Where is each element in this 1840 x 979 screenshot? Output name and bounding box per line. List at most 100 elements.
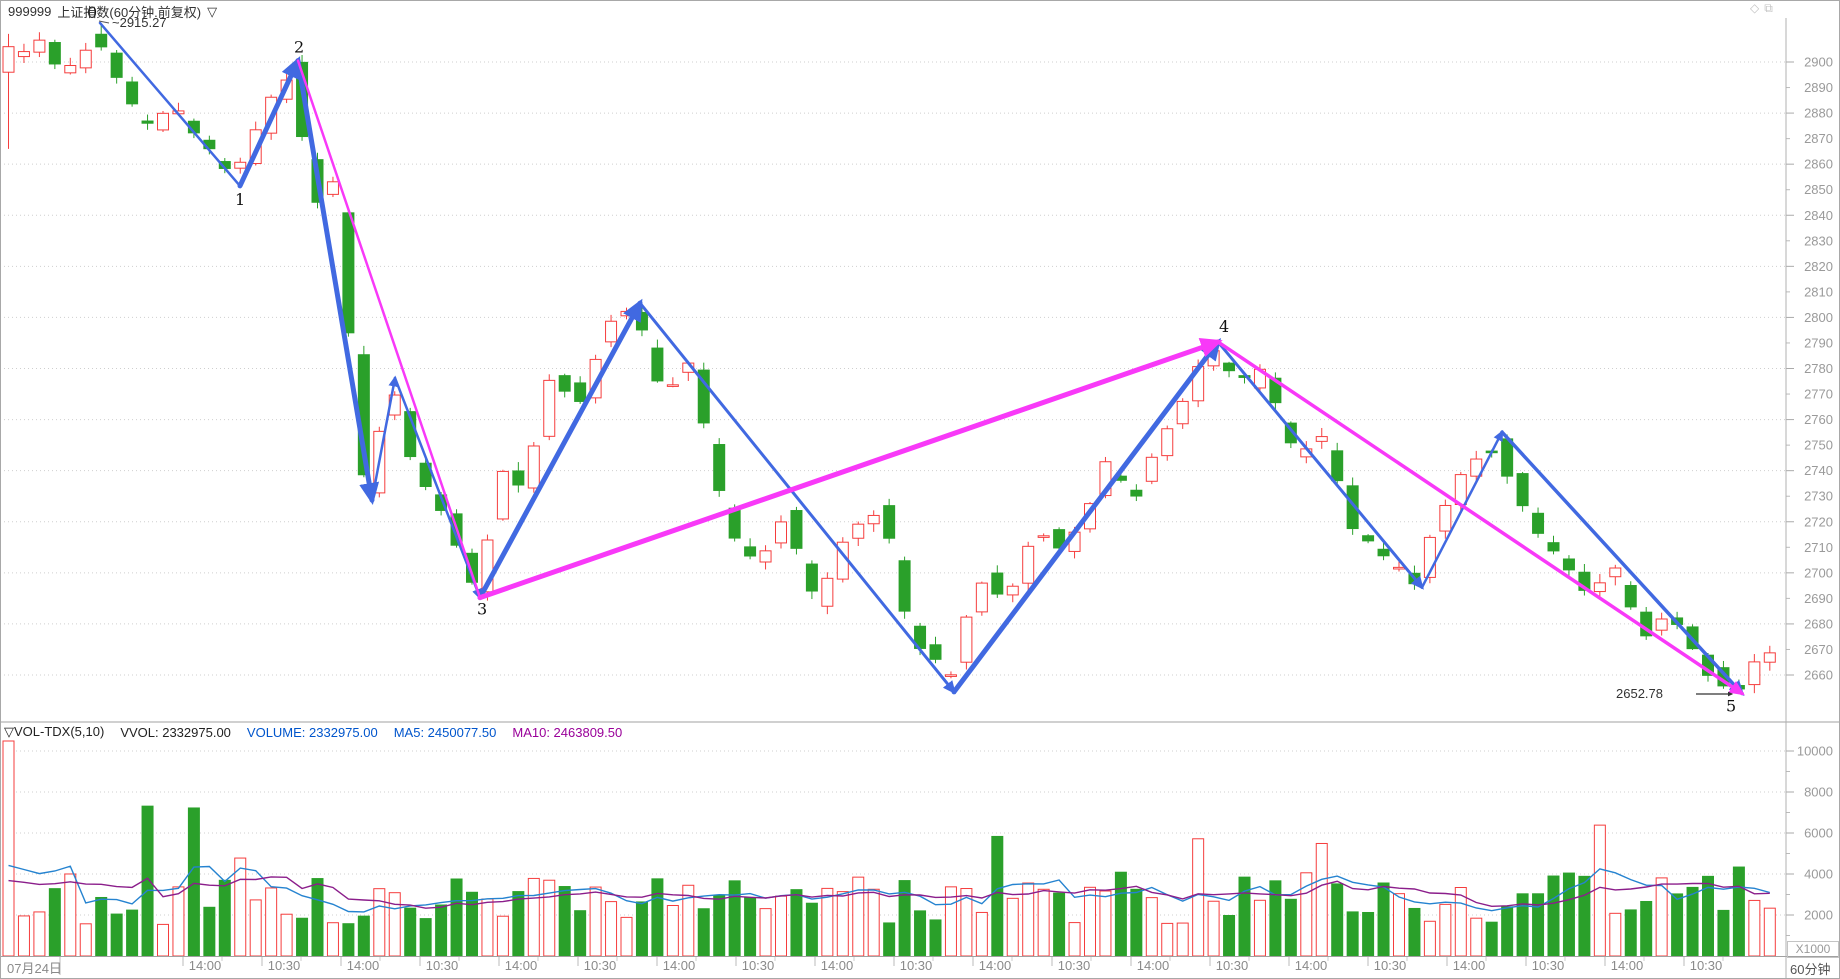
corner-icons: ◇ ⧉ [1750, 0, 1773, 16]
svg-text:2720: 2720 [1804, 514, 1833, 529]
svg-text:2750: 2750 [1804, 438, 1833, 453]
wave-label: 3 [477, 600, 487, 619]
wave-segment [1216, 340, 1745, 696]
symbol-name: 上证指数(60分钟.前复权) [57, 5, 202, 20]
svg-text:2820: 2820 [1804, 259, 1833, 274]
time-label: 10:30 [1373, 958, 1407, 973]
volume-bars [2, 740, 1776, 957]
wave-label: 1 [235, 190, 245, 209]
wave-labels: 0 1 2 3 4 5 [87, 3, 1736, 715]
time-label: 10:30 [1215, 958, 1249, 973]
title-bar: 999999 上证指数(60分钟.前复权) ▽ [8, 2, 217, 21]
time-label: 10:30 [267, 958, 301, 973]
svg-text:2850: 2850 [1804, 182, 1833, 197]
wave-label: 2 [294, 38, 304, 57]
period-label[interactable]: 60分钟 [1790, 962, 1831, 977]
time-label: 10:30 [1057, 958, 1091, 973]
time-axis-ticks [59, 957, 1724, 975]
svg-text:6000: 6000 [1804, 826, 1833, 841]
svg-text:8000: 8000 [1804, 785, 1833, 800]
wave-label: 4 [1219, 317, 1229, 336]
volume-ma-lines [8, 864, 1770, 913]
symbol-code: 999999 [8, 4, 52, 19]
svg-text:2830: 2830 [1804, 233, 1833, 248]
svg-text:2900: 2900 [1804, 55, 1833, 70]
svg-text:2680: 2680 [1804, 616, 1833, 631]
wave-lines [98, 21, 1745, 697]
diamond-icon[interactable]: ◇ [1750, 1, 1760, 15]
wave-segment [1420, 429, 1504, 589]
svg-text:2860: 2860 [1804, 157, 1833, 172]
time-label: 14:00 [188, 958, 222, 973]
time-axis: 07月24日 14:00 10:30 14:00 10:30 14:00 10:30 14:0… [0, 958, 1786, 978]
time-label: 14:00 [346, 958, 380, 973]
date-label: 07月24日 [7, 961, 62, 976]
time-label: 10:30 [1689, 958, 1723, 973]
wave-segment [951, 337, 1222, 695]
volume-indicator-toggle[interactable]: ▽VOL-TDX(5,10) [4, 724, 105, 739]
time-label: 14:00 [662, 958, 696, 973]
svg-text:2730: 2730 [1804, 489, 1833, 504]
time-label: 14:00 [1136, 958, 1170, 973]
low-price-annotation: 2652.78 [1616, 686, 1663, 701]
svg-text:2880: 2880 [1804, 106, 1833, 121]
wave-segment [296, 59, 482, 599]
time-label: 10:30 [899, 958, 933, 973]
time-label: 14:00 [978, 958, 1012, 973]
svg-text:2800: 2800 [1804, 310, 1833, 325]
wave-segment [477, 338, 1223, 601]
svg-text:2840: 2840 [1804, 208, 1833, 223]
wave-segment [393, 376, 482, 600]
svg-text:2810: 2810 [1804, 284, 1833, 299]
pane-borders [0, 18, 1840, 979]
annotations [98, 20, 1734, 697]
vvol-value: VVOL: 2332975.00 [120, 724, 231, 740]
volume-ma5-line [8, 864, 1770, 913]
wave-segment [477, 298, 643, 601]
svg-text:2760: 2760 [1804, 412, 1833, 427]
time-label: 10:30 [1531, 958, 1565, 973]
wave-label: 0 [87, 3, 97, 22]
svg-text:2780: 2780 [1804, 361, 1833, 376]
svg-text:2790: 2790 [1804, 335, 1833, 350]
wave-label: 5 [1726, 696, 1736, 715]
wave-segment [98, 21, 242, 188]
time-label: 14:00 [820, 958, 854, 973]
svg-text:2660: 2660 [1804, 668, 1833, 683]
wave-segment [1500, 430, 1745, 697]
ma10-value: MA10: 2463809.50 [512, 724, 623, 740]
wave-segment [295, 58, 380, 505]
volume-axis-labels: 2000 4000 6000 8000 10000 [1797, 744, 1833, 923]
svg-text:2890: 2890 [1804, 80, 1833, 95]
volume-value: VOLUME: 2332975.00 [246, 724, 378, 740]
svg-text:2000: 2000 [1804, 908, 1833, 923]
time-label: 14:00 [1294, 958, 1328, 973]
svg-text:10000: 10000 [1797, 744, 1833, 759]
high-price-annotation: ~2915.27 [112, 15, 167, 30]
time-label: 10:30 [583, 958, 617, 973]
wave-segment [237, 56, 301, 189]
price-axis-labels: 2900 2890 2880 2870 2860 2850 2840 2830 2820 2810… [1804, 55, 1833, 683]
time-label: 10:30 [741, 958, 775, 973]
title-dropdown-icon[interactable]: ▽ [207, 3, 218, 19]
wave-segment [1216, 340, 1424, 590]
volume-header: ▽VOL-TDX(5,10) VVOL: 2332975.00 VOLUME: … [4, 724, 622, 740]
wave-segment [370, 375, 399, 502]
time-label: 14:00 [1610, 958, 1644, 973]
svg-text:2690: 2690 [1804, 591, 1833, 606]
price-grid [0, 61, 1794, 676]
svg-text:2700: 2700 [1804, 565, 1833, 580]
price-candles [2, 22, 1776, 694]
svg-text:2710: 2710 [1804, 540, 1833, 555]
time-label: 10:30 [425, 958, 459, 973]
svg-text:2870: 2870 [1804, 131, 1833, 146]
time-label: 14:00 [504, 958, 538, 973]
volume-ma10-line [8, 876, 1770, 909]
svg-text:2740: 2740 [1804, 463, 1833, 478]
volume-grid [0, 750, 1794, 936]
wave-segment [638, 301, 956, 695]
overlap-squares-icon[interactable]: ⧉ [1764, 1, 1773, 15]
volume-unit-label: X1000 [1787, 941, 1839, 958]
svg-text:4000: 4000 [1804, 867, 1833, 882]
